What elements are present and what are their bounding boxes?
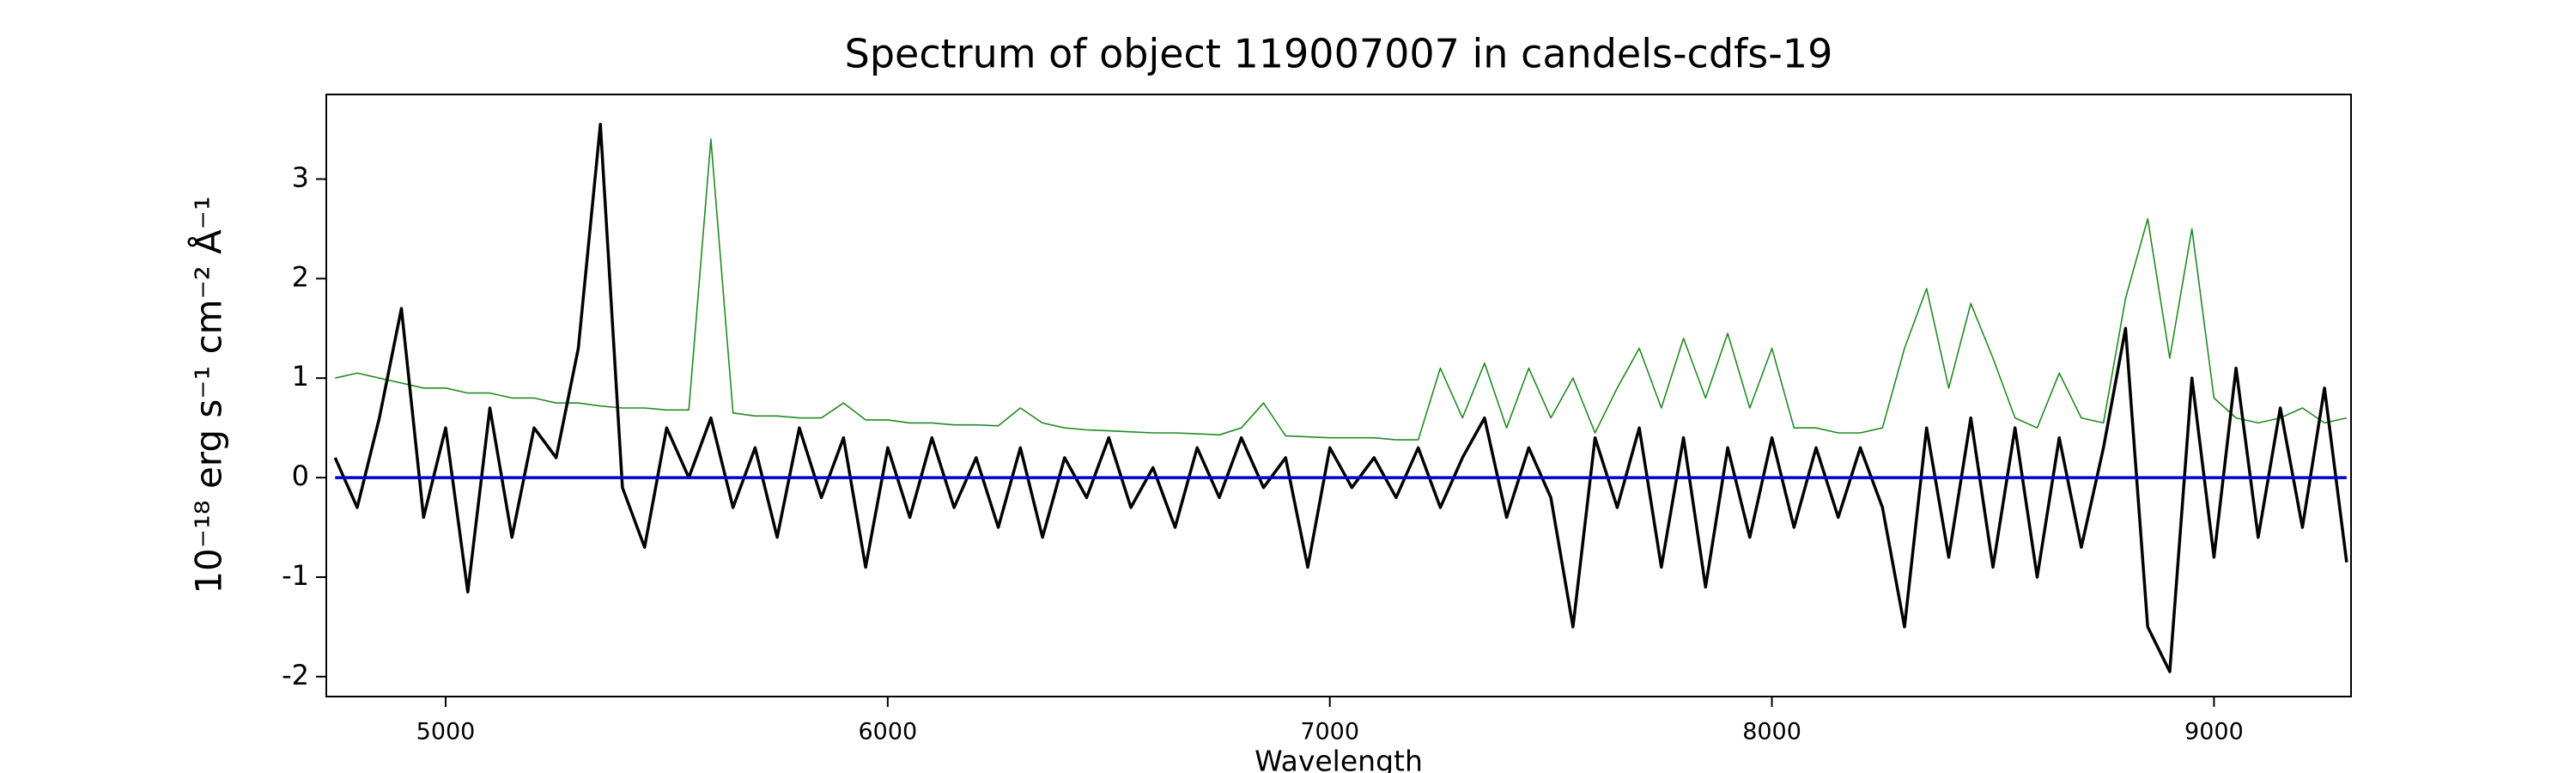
y-tick-label: 3 [292, 161, 309, 193]
y-tick-label: -1 [282, 559, 309, 592]
series-line [335, 138, 2348, 441]
y-axis-label: 10⁻¹⁸ erg s⁻¹ cm⁻² Å⁻¹ [187, 196, 230, 593]
x-axis-label: Wavelength [1255, 745, 1423, 773]
y-tick-label: 1 [292, 360, 309, 393]
chart-title: Spectrum of object 119007007 in candels-… [845, 31, 1833, 77]
y-tick-label: -2 [282, 659, 309, 691]
x-tick-label: 6000 [858, 719, 917, 746]
y-tick-label: 2 [292, 260, 309, 293]
x-tick-label: 9000 [2184, 719, 2244, 746]
plot-frame [325, 94, 2352, 697]
x-tick-label: 8000 [1742, 719, 1801, 746]
x-tick-label: 7000 [1300, 719, 1359, 746]
y-tick-label: 0 [292, 460, 309, 492]
x-tick-label: 5000 [416, 719, 476, 746]
series-line [333, 123, 2348, 673]
